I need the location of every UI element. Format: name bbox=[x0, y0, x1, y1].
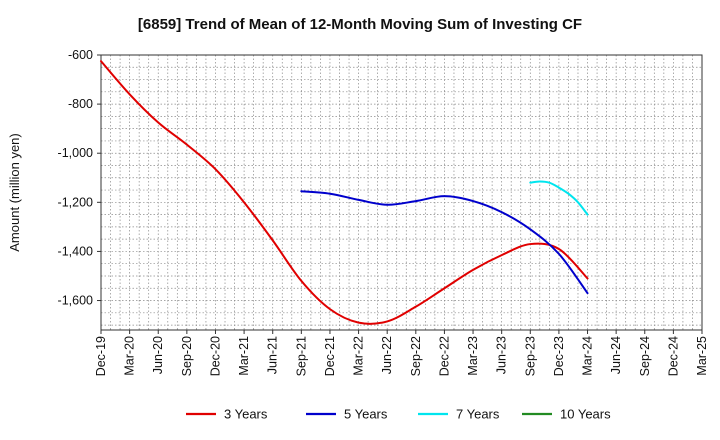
x-tick-label: Sep-24 bbox=[638, 336, 652, 376]
x-tick-label: Sep-20 bbox=[180, 336, 194, 376]
legend-label-7-years: 7 Years bbox=[456, 407, 500, 422]
x-tick-label: Jun-21 bbox=[266, 336, 280, 374]
x-tick-label: Mar-23 bbox=[466, 336, 480, 376]
x-tick-label: Jun-23 bbox=[495, 336, 509, 374]
x-tick-label: Dec-19 bbox=[94, 336, 108, 376]
x-tick-label: Jun-24 bbox=[609, 336, 623, 374]
series-line-5-years bbox=[300, 190, 589, 295]
legend-label-3-years: 3 Years bbox=[224, 407, 268, 422]
x-tick-label: Dec-22 bbox=[437, 336, 451, 376]
series-line-7-years bbox=[529, 180, 589, 216]
y-tick-label: -1,200 bbox=[58, 195, 93, 209]
y-tick-label: -1,000 bbox=[58, 146, 93, 160]
x-tick-label: Mar-22 bbox=[352, 336, 366, 376]
x-tick-label: Dec-20 bbox=[208, 336, 222, 376]
y-tick-label: -800 bbox=[68, 97, 93, 111]
x-tick-label: Mar-25 bbox=[695, 336, 709, 376]
y-tick-label: -600 bbox=[68, 48, 93, 62]
series-line-3-years bbox=[100, 60, 589, 325]
x-tick-label: Sep-23 bbox=[523, 336, 537, 376]
y-axis-label: Amount (million yen) bbox=[7, 133, 22, 252]
y-tick-label: -1,400 bbox=[58, 244, 93, 258]
x-tick-label: Dec-24 bbox=[666, 336, 680, 376]
x-tick-label: Jun-22 bbox=[380, 336, 394, 374]
legend-label-10-years: 10 Years bbox=[560, 407, 611, 422]
x-tick-label: Mar-20 bbox=[123, 336, 137, 376]
legend-label-5-years: 5 Years bbox=[344, 407, 388, 422]
plot-frame bbox=[100, 54, 703, 331]
x-tick-label: Sep-22 bbox=[409, 336, 423, 376]
x-tick-label: Mar-24 bbox=[581, 336, 595, 376]
x-tick-label: Sep-21 bbox=[294, 336, 308, 376]
x-tick-label: Dec-21 bbox=[323, 336, 337, 376]
y-tick-label: -1,600 bbox=[58, 294, 93, 308]
x-tick-label: Jun-20 bbox=[151, 336, 165, 374]
x-tick-label: Dec-23 bbox=[552, 336, 566, 376]
x-tick-label: Mar-21 bbox=[237, 336, 251, 376]
chart-title: [6859] Trend of Mean of 12-Month Moving … bbox=[137, 16, 583, 33]
